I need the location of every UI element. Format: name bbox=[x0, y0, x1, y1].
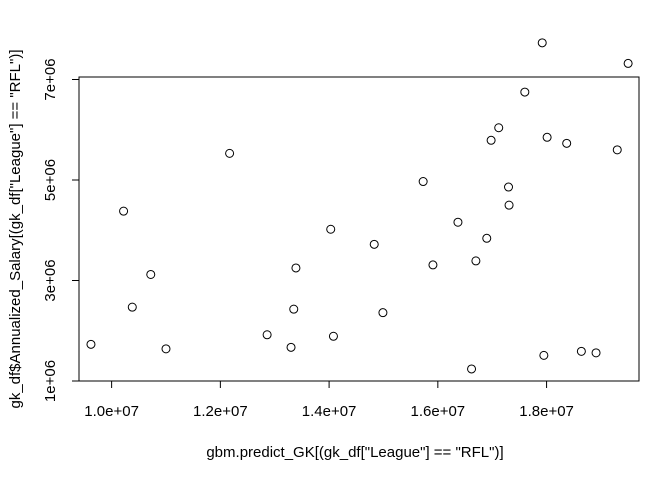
data-point bbox=[369, 239, 379, 249]
data-point bbox=[86, 339, 96, 349]
data-point bbox=[418, 177, 428, 187]
data-point bbox=[146, 269, 156, 279]
data-point bbox=[504, 182, 514, 192]
y-tick-label: 3e+06 bbox=[42, 259, 59, 301]
data-point bbox=[576, 346, 586, 356]
y-tick-label: 7e+06 bbox=[42, 58, 59, 100]
data-point bbox=[612, 145, 622, 155]
y-axis: 1e+06 3e+06 5e+06 7e+06 bbox=[42, 58, 80, 402]
data-point bbox=[562, 138, 572, 148]
data-point bbox=[326, 224, 336, 234]
data-point bbox=[127, 302, 137, 312]
data-point bbox=[262, 330, 272, 340]
data-point bbox=[482, 233, 492, 243]
data-point bbox=[328, 331, 338, 341]
x-tick-label: 1.8e+07 bbox=[519, 403, 574, 420]
data-point bbox=[289, 304, 299, 314]
data-point bbox=[161, 344, 171, 354]
data-point bbox=[471, 256, 481, 266]
data-point bbox=[467, 364, 477, 374]
data-point bbox=[504, 200, 514, 210]
data-point bbox=[486, 135, 496, 145]
data-point bbox=[428, 260, 438, 270]
data-point bbox=[225, 148, 235, 158]
data-point bbox=[537, 38, 547, 48]
x-axis-label: gbm.predict_GK[(gk_df["League"] == "RFL"… bbox=[206, 444, 503, 461]
data-point bbox=[494, 123, 504, 133]
data-point bbox=[542, 132, 552, 142]
x-tick-label: 1.0e+07 bbox=[84, 403, 139, 420]
data-point bbox=[286, 342, 296, 352]
plot-box bbox=[78, 76, 640, 382]
data-point bbox=[591, 348, 601, 358]
data-point bbox=[623, 58, 633, 68]
data-point bbox=[520, 87, 530, 97]
data-point bbox=[119, 206, 129, 216]
data-point bbox=[291, 263, 301, 273]
y-tick-label: 1e+06 bbox=[42, 360, 59, 402]
data-point bbox=[453, 217, 463, 227]
x-axis: 1.0e+07 1.2e+07 1.4e+07 1.6e+07 1.8e+07 bbox=[84, 380, 574, 420]
y-axis-label: gk_df$Annualized_Salary[(gk_df["League"]… bbox=[7, 49, 24, 408]
data-points bbox=[86, 38, 633, 374]
x-tick-label: 1.2e+07 bbox=[193, 403, 248, 420]
data-point bbox=[378, 308, 388, 318]
x-tick-label: 1.6e+07 bbox=[411, 403, 466, 420]
x-tick-label: 1.4e+07 bbox=[302, 403, 357, 420]
data-point bbox=[539, 350, 549, 360]
y-tick-label: 5e+06 bbox=[42, 159, 59, 201]
